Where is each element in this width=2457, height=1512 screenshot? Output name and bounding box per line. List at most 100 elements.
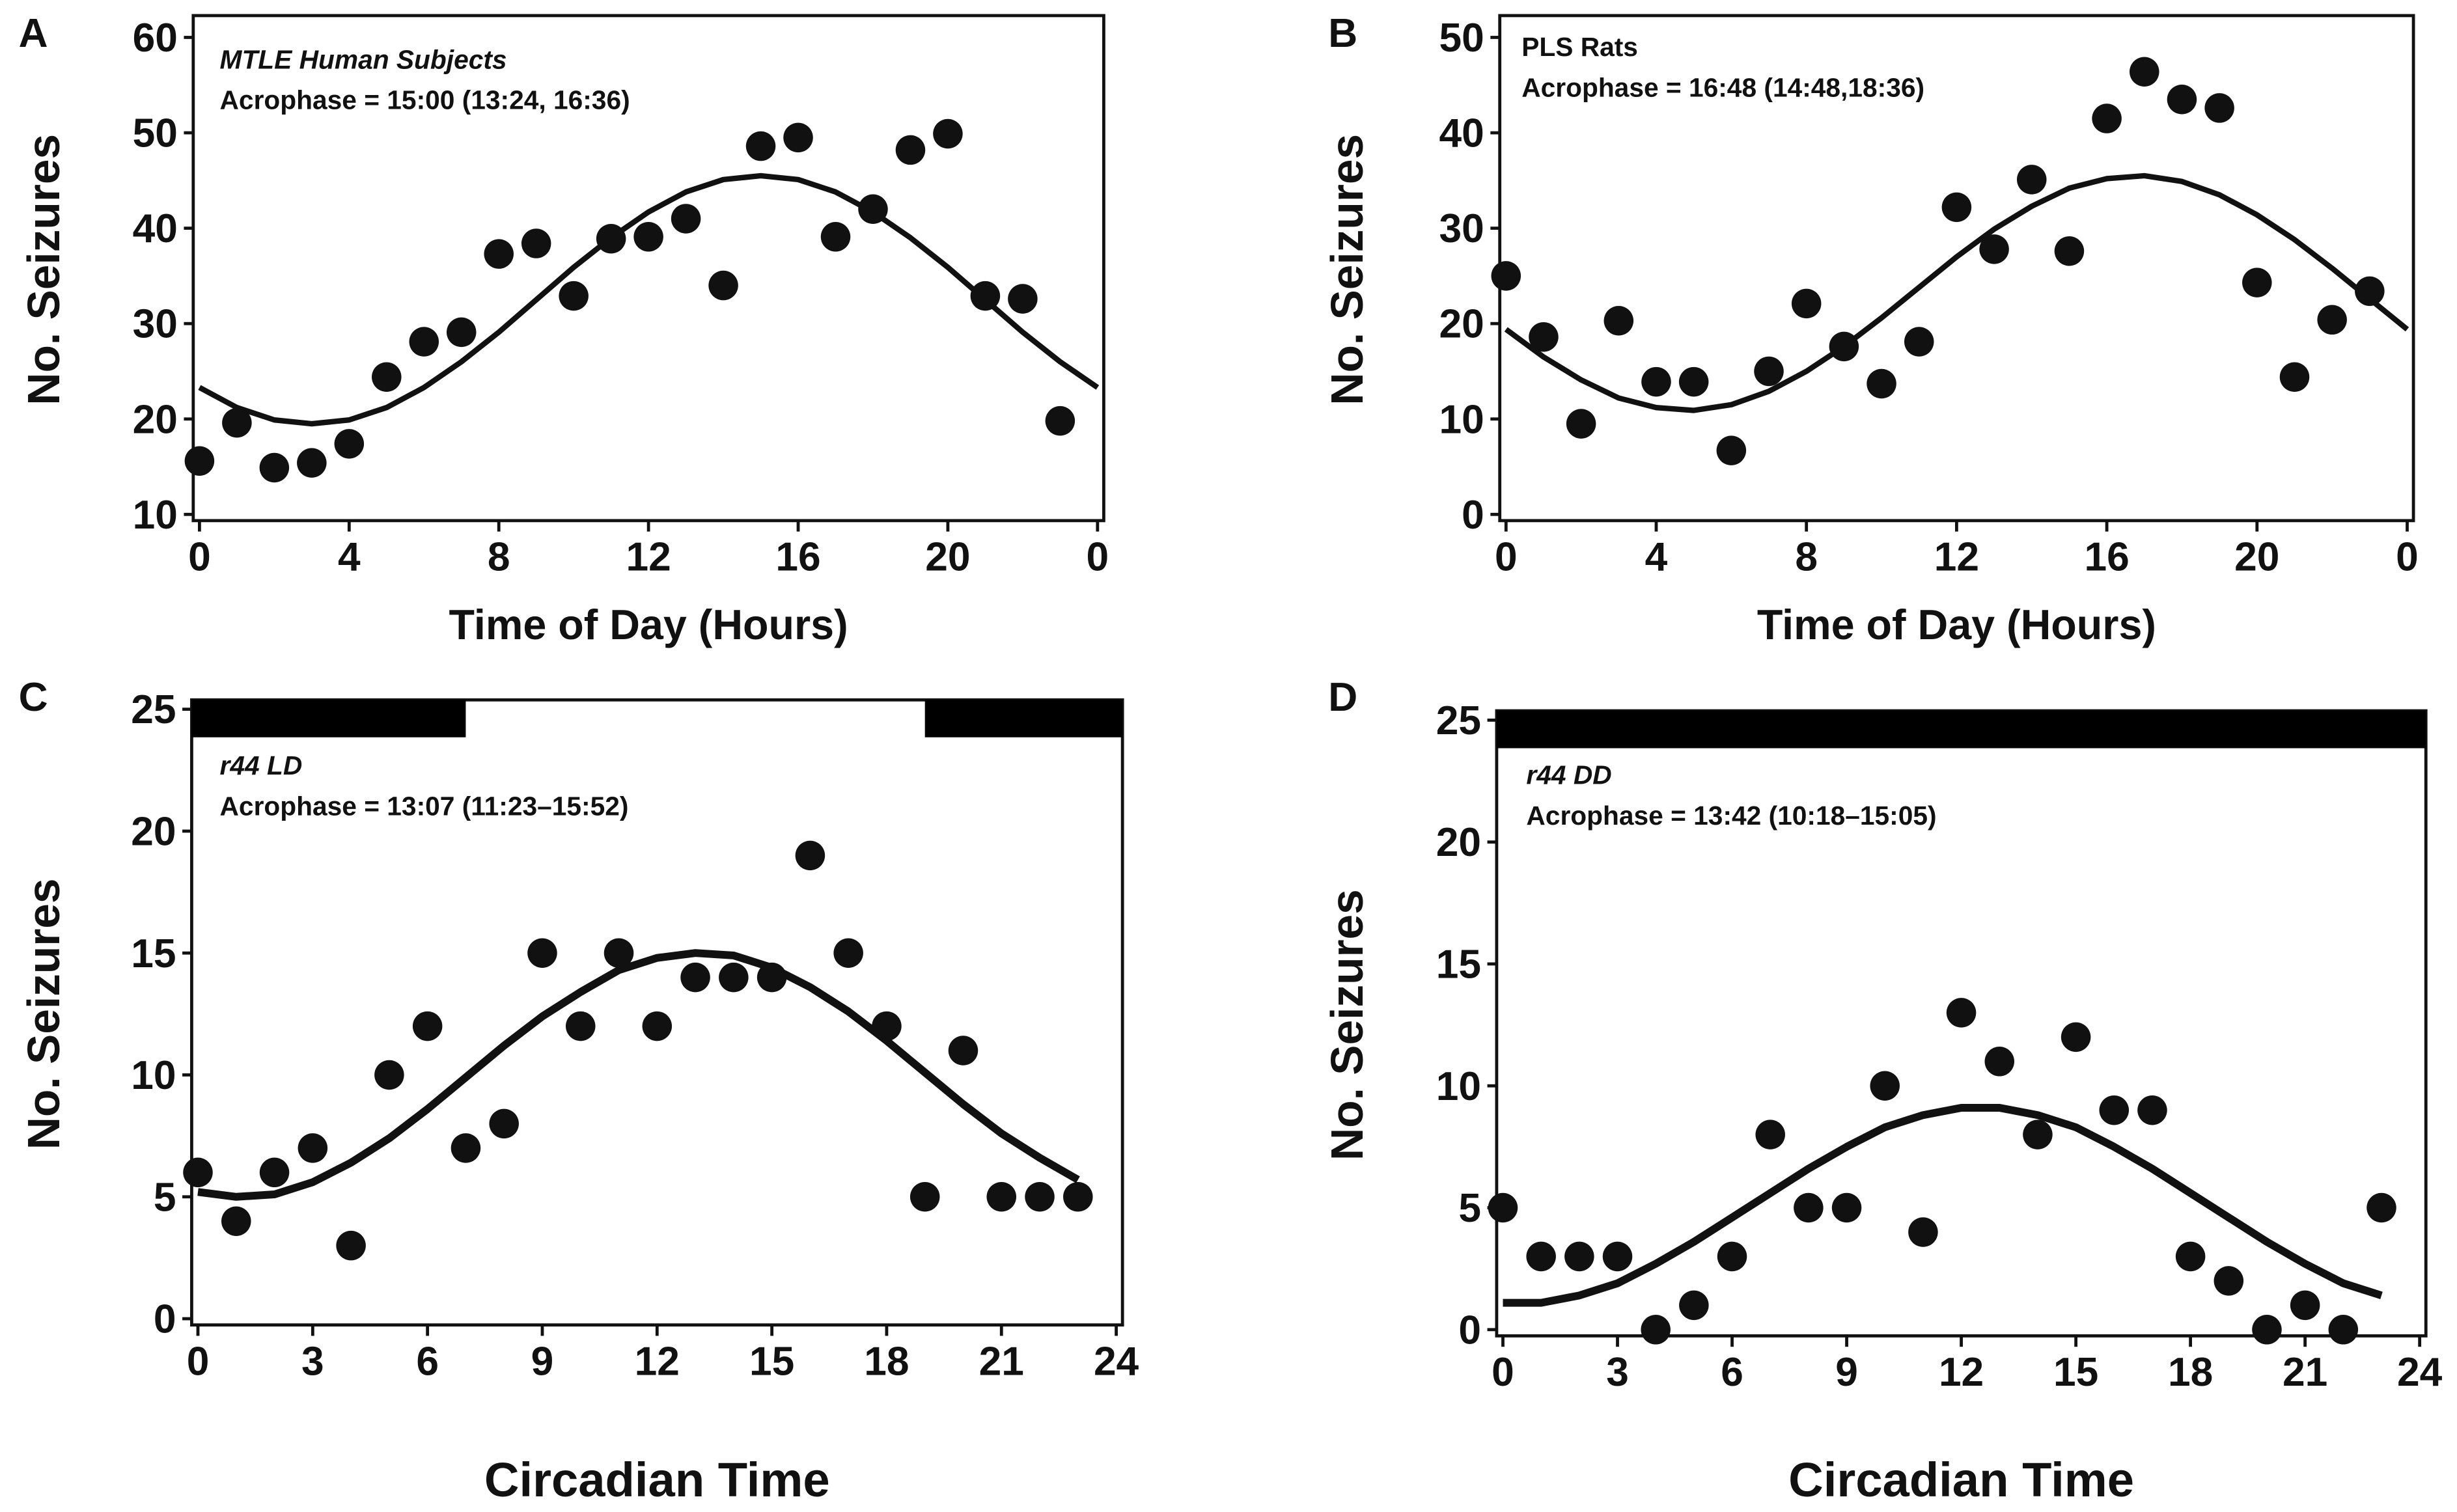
y-tick-label: 0 [1458, 1308, 1481, 1353]
y-tick-label: 50 [1439, 16, 1484, 61]
data-point [409, 327, 439, 357]
data-point [298, 1133, 328, 1163]
data-point [559, 281, 589, 311]
y-tick-label: 20 [1436, 820, 1481, 865]
panel-label: D [1328, 675, 1357, 720]
y-axis-label: No. Seizures [18, 134, 69, 405]
data-point [2279, 362, 2310, 392]
annotation: r44 DD [1526, 760, 1611, 790]
data-point [1063, 1182, 1093, 1212]
x-tick-label: 24 [2397, 1350, 2443, 1395]
data-point [1488, 1192, 1518, 1223]
y-tick-label: 10 [1439, 397, 1484, 442]
y-tick-label: 10 [1436, 1064, 1481, 1109]
data-point [719, 962, 749, 993]
dark-period-bar [924, 700, 1123, 737]
x-tick-label: 21 [979, 1339, 1024, 1384]
data-point [527, 938, 557, 968]
data-point [2130, 57, 2159, 87]
x-tick-label: 6 [416, 1339, 439, 1384]
x-tick-label: 16 [775, 535, 820, 580]
data-point [604, 938, 634, 968]
fit-curve [1503, 1103, 2383, 1307]
x-tick-label: 21 [2283, 1350, 2327, 1395]
y-axis-label: No. Seizures [1322, 889, 1372, 1161]
data-point [183, 1157, 213, 1188]
data-point [1008, 284, 1038, 314]
data-point [184, 446, 215, 476]
y-tick-label: 60 [133, 16, 178, 61]
data-point [2167, 84, 2197, 115]
x-tick-label: 3 [301, 1339, 324, 1384]
x-tick-label: 0 [187, 1339, 210, 1384]
data-point [1829, 331, 1859, 362]
data-point [745, 131, 776, 161]
data-point [446, 317, 477, 348]
data-point [259, 1157, 290, 1188]
data-point [671, 204, 701, 234]
data-point [933, 118, 963, 149]
x-tick-label: 20 [2234, 535, 2279, 580]
x-tick-label: 6 [1721, 1350, 1743, 1395]
data-point [1717, 1241, 1747, 1272]
data-point [2054, 236, 2085, 266]
data-point [1679, 1290, 1709, 1321]
data-point [970, 281, 1001, 311]
x-tick-label: 0 [1087, 535, 1109, 580]
x-tick-label: 15 [2053, 1350, 2098, 1395]
x-tick-label: 15 [749, 1339, 794, 1384]
data-point [1941, 192, 1972, 223]
data-point [986, 1182, 1017, 1212]
x-tick-label: 8 [488, 535, 510, 580]
x-axis-label: Circadian Time [484, 1453, 830, 1507]
data-point [633, 222, 663, 252]
annotation: Acrophase = 15:00 (13:24, 16:36) [220, 85, 630, 115]
y-tick-label: 15 [131, 931, 176, 976]
panel-label: C [19, 675, 48, 720]
data-point [1641, 1315, 1671, 1345]
data-point [1566, 409, 1596, 439]
data-point [872, 1011, 902, 1041]
data-point [1678, 366, 1709, 397]
x-axis-label: Time of Day (Hours) [449, 601, 848, 648]
data-point [372, 362, 402, 392]
data-point [708, 270, 738, 301]
x-tick-label: 9 [1835, 1350, 1858, 1395]
data-point [521, 228, 551, 258]
x-tick-label: 0 [1492, 1350, 1514, 1395]
x-tick-label: 16 [2084, 535, 2129, 580]
data-point [2328, 1315, 2359, 1345]
x-tick-label: 18 [2168, 1350, 2213, 1395]
annotation: Acrophase = 13:07 (11:23–15:52) [220, 791, 629, 821]
data-point [1755, 1120, 1785, 1149]
data-point [484, 239, 514, 269]
data-point [1867, 368, 1896, 399]
y-tick-label: 10 [133, 493, 178, 538]
y-tick-label: 40 [133, 206, 178, 251]
y-tick-label: 0 [154, 1297, 176, 1342]
data-point [374, 1060, 404, 1090]
x-tick-label: 8 [1795, 535, 1818, 580]
y-tick-label: 10 [131, 1053, 176, 1098]
annotation: r44 LD [220, 750, 303, 780]
data-point [1904, 327, 1934, 357]
data-point [1529, 322, 1559, 352]
x-axis-label: Circadian Time [1788, 1453, 2134, 1507]
data-point [2023, 1120, 2053, 1149]
data-point [2016, 165, 2047, 195]
y-tick-label: 30 [133, 302, 178, 347]
data-point [336, 1230, 366, 1261]
data-point [895, 135, 926, 165]
data-point [2317, 305, 2347, 335]
y-tick-label: 20 [1439, 302, 1484, 347]
x-tick-label: 12 [635, 1339, 680, 1384]
data-point [1754, 356, 1784, 387]
data-point [489, 1108, 519, 1139]
data-point [757, 962, 787, 993]
y-tick-label: 25 [131, 687, 176, 732]
y-tick-label: 30 [1439, 206, 1484, 251]
x-axis-label: Time of Day (Hours) [1757, 601, 2156, 648]
data-point [2175, 1241, 2206, 1272]
data-point [858, 194, 888, 225]
fit-curve [1504, 172, 2409, 413]
